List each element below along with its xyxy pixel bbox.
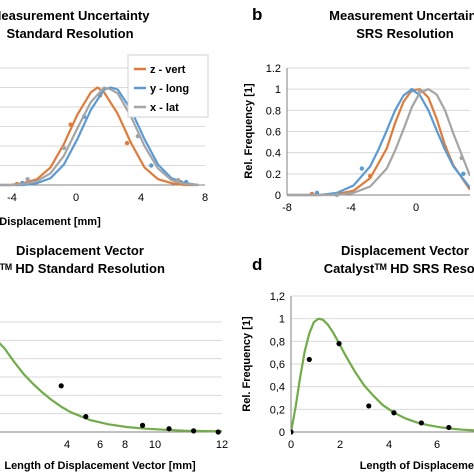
chart-title-line-1: Measurement Uncertainty [0,8,150,23]
y-axis-label: Rel. Frequency [1] [241,316,253,412]
data-point [61,145,67,151]
x-tick-label: 6 [434,439,440,451]
x-axis-label: Displacement [mm] [0,216,101,228]
data-point [58,383,64,389]
data-point [359,166,365,171]
y-tick-label: 0,6 [270,359,285,371]
x-tick-label: 8 [202,192,208,204]
legend: z - vert y - long x - lat [127,54,209,118]
x-tick-label: 6 [97,439,103,451]
y-tick-label: 0 [275,190,281,202]
data-point [336,341,342,347]
data-point [135,134,141,139]
x-axis-label: Length of Displacement Vector [mm] [4,460,196,472]
legend-entry: x - lat [150,102,179,114]
x-tick-label: 0 [413,202,419,214]
y-tick-label: 0,8 [270,336,285,348]
chart-title-line-1: Displacement Vector [341,243,469,258]
chart-panel-2: Measurement Uncertaint SRS Resolution b 0 0.… [243,5,474,214]
y-tick-label: 0.2 [266,169,281,181]
x-tick-label: 8 [122,439,128,451]
y-tick-label: 1 [279,314,285,326]
x-tick-label: 0 [73,192,79,204]
series-line-1 [291,317,474,433]
data-point [409,88,414,93]
y-tick-label: 0.6 [266,127,281,139]
data-point [139,422,146,428]
data-point [191,428,197,434]
y-tick-label: 0 [279,427,285,439]
y-tick-label: 0,2 [270,404,285,416]
x-axis-label: Length of Displacement Ve [360,460,474,472]
series-line-1 [0,342,222,433]
x-tick-label: 4 [64,439,70,451]
data-point [291,429,294,435]
chart-title-line-2: Catalystᵀᴹ HD SRS Resolu [324,261,474,276]
data-point [149,163,154,168]
chart-title-line-1: Measurement Uncertaint [329,8,474,23]
data-point [391,410,397,416]
chart-title-line-2: tᵀᴹ HD Standard Resolution [0,261,165,276]
data-point [334,192,340,198]
x-tick-label: -8 [282,202,292,214]
chart-panel-3: Displacement Vector tᵀᴹ HD Standard Resol… [0,243,228,472]
data-point [306,356,312,363]
y-tick-label: 0,4 [270,382,285,394]
chart-title-line-1: Displacement Vector [16,243,144,258]
data-point [366,403,372,409]
y-axis-label: Rel. Frequency [1] [243,83,255,179]
chart-title-line-2: SRS Resolution [356,26,454,41]
y-tick-label: 0.4 [266,148,281,160]
data-point [461,171,466,177]
plot-area [0,342,222,435]
data-point [175,177,181,183]
x-tick-label: 10 [149,439,161,451]
data-point [68,122,73,127]
plot-area [0,86,199,187]
x-tick-label: 0 [288,439,294,451]
panel-letter: b [252,5,262,24]
data-point [83,414,89,420]
data-point [215,429,221,435]
data-point [124,140,130,146]
data-point [446,424,452,431]
x-tick-label: 2 [337,439,343,451]
data-point [367,173,373,179]
data-point [25,176,30,182]
chart-panel-4: Displacement Vector Catalystᵀᴹ HD SRS Res… [241,243,474,472]
data-point [417,89,423,94]
series-line-2 [0,86,199,187]
legend-entry: y - long [150,83,189,95]
series-line-1 [287,88,470,197]
x-tick-label: 12 [216,439,228,451]
x-tick-label: 4 [386,439,392,451]
series-line-2 [287,88,470,197]
y-tick-label: 1 [275,84,281,96]
series-line-1 [0,86,199,187]
plot-area [291,317,474,435]
chart-title-line-2: Standard Resolution [6,26,133,41]
chart-panel-1: Measurement Uncertainty Standard Resoluti… [0,8,209,228]
plot-area [287,88,470,198]
series-line-3 [0,86,199,187]
x-tick-label: -4 [346,202,356,214]
x-tick-label: -4 [7,192,17,204]
data-point [459,155,464,161]
data-point [166,426,172,432]
y-tick-label: 0.8 [266,105,281,117]
data-point [418,420,424,426]
legend-entry: z - vert [150,64,186,76]
y-tick-label: 1,2 [270,291,285,303]
x-tick-label: 4 [138,192,144,204]
y-tick-label: 1.2 [266,63,281,75]
panel-letter: d [252,255,262,274]
series-line-3 [287,88,470,197]
